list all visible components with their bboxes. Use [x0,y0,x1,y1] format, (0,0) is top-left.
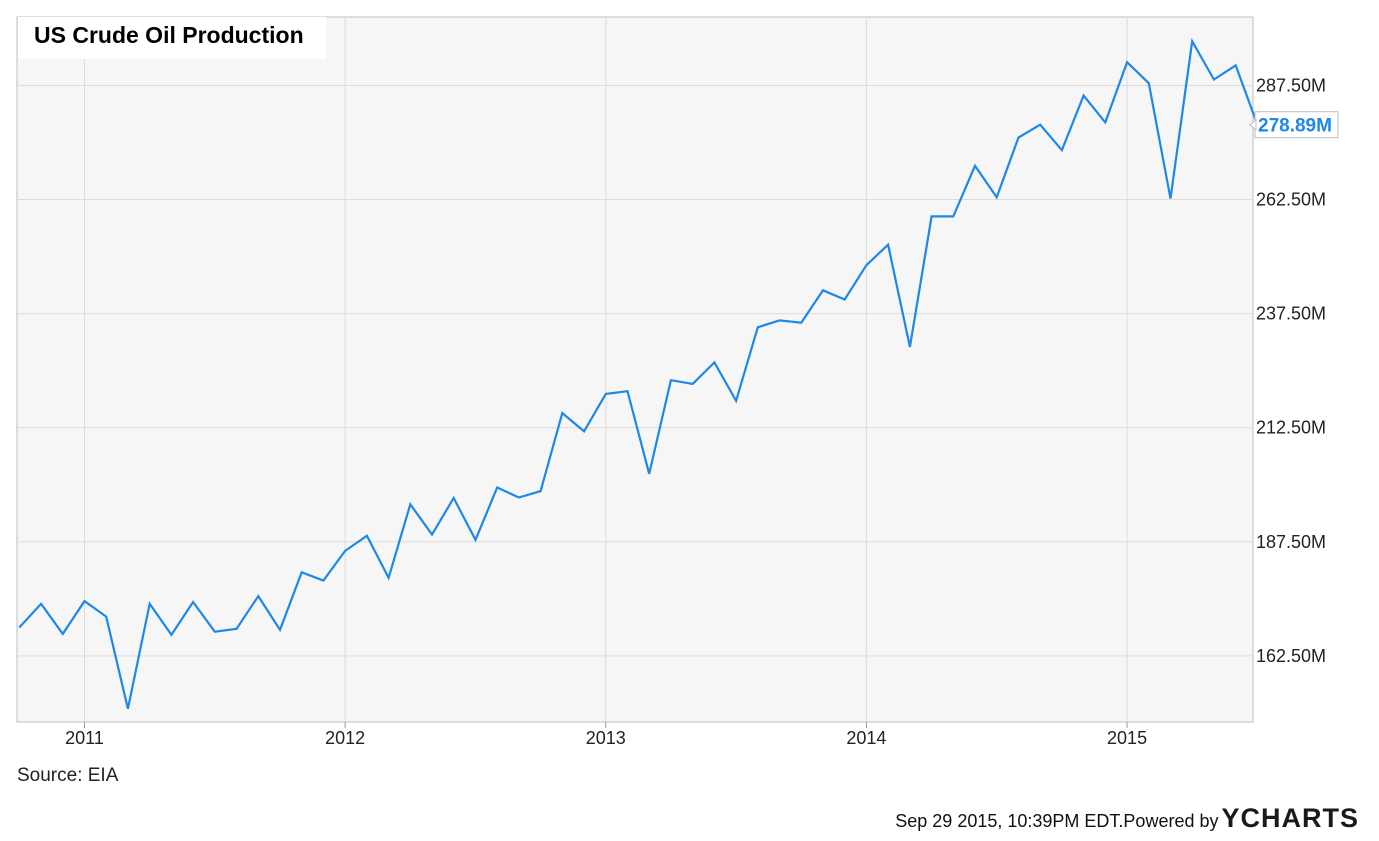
last-value-marker: 278.89M [1249,111,1339,139]
ycharts-logo[interactable]: YCHARTS [1221,803,1359,834]
footer: Sep 29 2015, 10:39PM EDT. Powered by YCH… [895,803,1359,834]
x-tick-label: 2011 [65,728,104,748]
x-tick-label: 2012 [325,728,365,748]
y-tick-label: 287.50M [1256,75,1326,95]
plot-area [16,16,1254,723]
logo-word: CHARTS [1240,803,1359,833]
horizontal-gridlines [17,84,1253,657]
series-group [18,37,1259,710]
x-tick-label: 2015 [1107,728,1147,748]
last-value-pointer [1249,118,1257,131]
x-tick-label: 2014 [846,728,886,748]
last-value-label: 278.89M [1258,116,1332,137]
x-axis-ticks: 2011 2012 2013 2014 2015 [65,722,1147,748]
source-note: Source: EIA [17,765,119,786]
y-tick-label: 237.50M [1256,304,1326,324]
y-tick-label: 187.50M [1256,532,1326,552]
x-tick-label: 2013 [586,728,626,748]
title-background [18,17,326,59]
series-line [18,37,1259,710]
y-tick-label: 212.50M [1256,418,1326,438]
chart-title: US Crude Oil Production [34,22,304,48]
logo-letter-y: Y [1221,803,1241,833]
footer-timestamp: Sep 29 2015, 10:39PM EDT. [895,811,1124,831]
y-axis-ticks: 162.50M 187.50M 212.50M 237.50M 262.50M 287.5… [1256,75,1326,665]
y-tick-label: 262.50M [1256,190,1326,210]
y-tick-label: 162.50M [1256,646,1326,666]
footer-powered-by: Powered by [1123,811,1219,831]
vertical-gridlines [84,17,1128,722]
